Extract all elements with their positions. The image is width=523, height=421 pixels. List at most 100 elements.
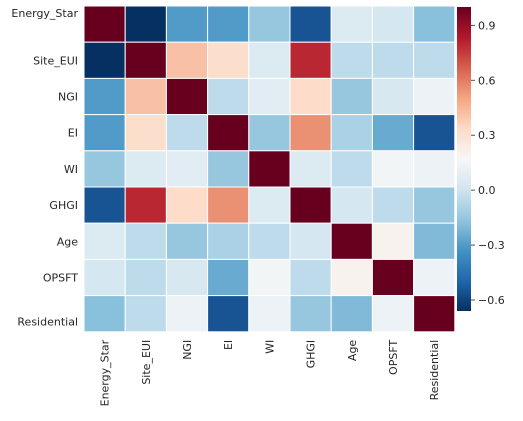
heatmap-cell bbox=[330, 41, 373, 79]
heatmap-cell bbox=[330, 150, 373, 188]
heatmap-cell bbox=[413, 150, 456, 188]
heatmap-cell bbox=[83, 295, 126, 333]
heatmap-cell bbox=[207, 41, 250, 79]
y-tick-label: Age bbox=[57, 235, 79, 248]
heatmap-cell bbox=[248, 150, 291, 188]
heatmap-cell bbox=[289, 150, 332, 188]
heatmap-cell bbox=[289, 258, 332, 297]
y-tick-label: Energy_Star bbox=[11, 7, 78, 20]
heatmap-cell bbox=[165, 114, 209, 152]
y-tick-label: GHGI bbox=[49, 199, 78, 212]
colorbar-tick-label: 0.6 bbox=[478, 74, 496, 87]
heatmap-cell bbox=[124, 150, 167, 188]
heatmap-cell bbox=[165, 258, 209, 297]
heatmap-cell bbox=[124, 186, 167, 224]
heatmap-cell bbox=[83, 150, 126, 188]
y-tick-label: Site_EUI bbox=[33, 54, 78, 67]
heatmap-cell bbox=[371, 77, 415, 116]
heatmap-cells bbox=[83, 5, 456, 333]
heatmap-cell bbox=[207, 114, 250, 152]
heatmap-cell bbox=[165, 222, 209, 260]
heatmap-cell bbox=[413, 77, 456, 116]
heatmap-cell bbox=[124, 77, 167, 116]
heatmap-cell bbox=[248, 186, 291, 224]
heatmap-cell bbox=[165, 5, 209, 43]
heatmap-cell bbox=[289, 295, 332, 333]
y-tick-label: OPSFT bbox=[43, 272, 78, 285]
y-tick-label: WI bbox=[64, 163, 78, 176]
heatmap-cell bbox=[330, 114, 373, 152]
y-tick-label: NGI bbox=[58, 91, 78, 104]
x-axis-tick-labels: Energy_Star Site_EUI NGI EI WI GHGI Age OPSFT Re… bbox=[99, 339, 442, 406]
heatmap-cell bbox=[83, 186, 126, 224]
heatmap-cell bbox=[413, 295, 456, 333]
heatmap-cell bbox=[83, 77, 126, 116]
heatmap-cell bbox=[124, 258, 167, 297]
heatmap-cell bbox=[124, 114, 167, 152]
heatmap-cell bbox=[165, 295, 209, 333]
heatmap-cell bbox=[207, 186, 250, 224]
heatmap-cell bbox=[83, 41, 126, 79]
heatmap-cell bbox=[124, 41, 167, 79]
heatmap-cell bbox=[289, 114, 332, 152]
colorbar: −0.6 −0.3 0.0 0.3 0.6 0.9 bbox=[457, 7, 505, 311]
heatmap-cell bbox=[165, 77, 209, 116]
x-tick-label: Energy_Star bbox=[99, 339, 112, 406]
heatmap-cell bbox=[124, 5, 167, 43]
heatmap-cell bbox=[371, 295, 415, 333]
heatmap-cell bbox=[248, 41, 291, 79]
heatmap-cell bbox=[165, 186, 209, 224]
heatmap-cell bbox=[124, 295, 167, 333]
y-tick-label: Residential bbox=[17, 316, 78, 329]
heatmap-cell bbox=[371, 258, 415, 297]
heatmap-cell bbox=[413, 41, 456, 79]
heatmap-cell bbox=[289, 41, 332, 79]
heatmap-cell bbox=[371, 114, 415, 152]
heatmap-cell bbox=[289, 222, 332, 260]
heatmap-cell bbox=[165, 41, 209, 79]
heatmap-cell bbox=[371, 186, 415, 224]
heatmap-cell bbox=[248, 114, 291, 152]
heatmap-cell bbox=[248, 222, 291, 260]
colorbar-tick-label: −0.3 bbox=[478, 239, 505, 252]
heatmap-cell bbox=[83, 114, 126, 152]
x-tick-label: Residential bbox=[428, 340, 441, 401]
heatmap-cell bbox=[413, 186, 456, 224]
heatmap-cell bbox=[330, 295, 373, 333]
y-tick-label: EI bbox=[68, 127, 78, 140]
heatmap-cell bbox=[413, 222, 456, 260]
heatmap-cell bbox=[83, 258, 126, 297]
heatmap-cell bbox=[330, 258, 373, 297]
heatmap-cell bbox=[289, 5, 332, 43]
heatmap-cell bbox=[330, 186, 373, 224]
heatmap-cell bbox=[413, 114, 456, 152]
heatmap-cell bbox=[371, 5, 415, 43]
x-tick-label: Site_EUI bbox=[140, 340, 153, 385]
heatmap-cell bbox=[289, 77, 332, 116]
heatmap-cell bbox=[207, 77, 250, 116]
heatmap-cell bbox=[248, 77, 291, 116]
heatmap-cell bbox=[371, 41, 415, 79]
heatmap-cell bbox=[248, 258, 291, 297]
heatmap-cell bbox=[289, 186, 332, 224]
colorbar-tick-label: −0.6 bbox=[478, 294, 505, 307]
heatmap-cell bbox=[413, 5, 456, 43]
x-tick-label: EI bbox=[222, 340, 235, 350]
heatmap-cell bbox=[248, 295, 291, 333]
heatmap-cell bbox=[207, 295, 250, 333]
colorbar-tick-label: 0.0 bbox=[478, 184, 496, 197]
heatmap-cell bbox=[207, 150, 250, 188]
heatmap-cell bbox=[83, 222, 126, 260]
x-tick-label: WI bbox=[263, 340, 276, 354]
colorbar-gradient bbox=[457, 7, 471, 311]
heatmap-cell bbox=[165, 150, 209, 188]
heatmap-cell bbox=[248, 5, 291, 43]
heatmap-cell bbox=[330, 222, 373, 260]
x-tick-label: OPSFT bbox=[387, 340, 400, 375]
heatmap-cell bbox=[83, 5, 126, 43]
heatmap-cell bbox=[371, 222, 415, 260]
heatmap-cell bbox=[124, 222, 167, 260]
heatmap-cell bbox=[207, 258, 250, 297]
heatmap-cell bbox=[207, 222, 250, 260]
heatmap-cell bbox=[207, 5, 250, 43]
